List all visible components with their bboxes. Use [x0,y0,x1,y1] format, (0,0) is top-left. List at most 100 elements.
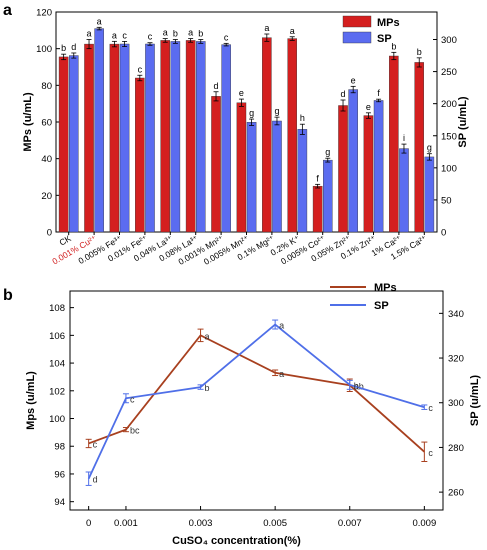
significance-letter: d [71,42,76,52]
significance-letter: g [274,106,279,116]
panel-b-label: b [3,287,13,304]
bar-sp [68,55,79,233]
bar-mps [211,96,221,233]
legend-label: MPs [377,17,400,29]
bar-sp [297,129,308,233]
y-tick-label: 96 [54,469,65,480]
significance-letter: b [417,47,422,57]
y-tick-label: 100 [36,44,52,55]
y-right-tick-label: 150 [441,131,457,142]
bar-sp [221,44,231,233]
bar-mps [58,56,69,233]
bar-mps [262,37,272,233]
significance-letter: e [239,88,244,98]
significance-letter: c [428,448,433,458]
y-tick-label: 120 [36,8,52,19]
y-right-tick-label: 260 [448,488,464,499]
bar-sp [119,43,130,233]
y-tick-label: 102 [49,386,65,397]
x-tick-label: 0.003 [189,518,213,529]
significance-letter: b [198,29,203,39]
series-line-mps [88,334,425,453]
y-right-tick-label: 250 [441,67,457,78]
significance-letter: a [188,28,193,38]
x-tick-label: 0.005 [263,518,287,529]
y-right-tick-label: 300 [441,35,457,46]
significance-letter: b [205,383,210,393]
series-line-sp [87,323,425,480]
legend-label: SP [374,300,389,312]
significance-letter: b [391,41,396,51]
x-tick-label: 0.007 [338,518,362,529]
significance-letter: c [428,403,433,413]
legend-label: MPs [374,282,397,294]
bar-mps [312,185,323,233]
y-right-tick-label: 50 [441,195,452,206]
bar-sp [195,41,206,233]
y-tick-label: 106 [49,331,65,342]
significance-letter: c [93,439,98,449]
y-tick-label: 100 [49,414,65,425]
bar-sp [323,159,333,233]
y-right-axis-title: SP (u/mL) [457,96,469,147]
significance-letter: a [279,369,284,379]
y-tick-label: 104 [49,359,65,370]
significance-letter: b [354,381,359,391]
significance-letter: a [279,321,284,331]
significance-letter: c [224,32,229,42]
panel-a-label: a [3,2,12,19]
significance-letter: b [61,43,66,53]
y-tick-label: 40 [41,154,52,165]
bar-mps [414,62,425,233]
bar-sp [246,122,257,233]
y-tick-label: 98 [54,442,65,453]
significance-letter: a [112,30,117,40]
significance-letter: d [341,89,346,99]
bar-sp [94,28,104,233]
significance-letter: c [138,64,143,74]
significance-letter: d [214,81,219,91]
legend-swatch-mps [342,15,372,28]
significance-letter: c [130,394,135,404]
x-tick-label: 0 [86,518,91,529]
x-axis-title: CuSO₄ concentration(%) [172,535,301,547]
significance-letter: a [205,331,210,341]
significance-letter: e [366,102,371,112]
bar-sp [145,43,155,233]
y-tick-label: 20 [41,191,52,202]
significance-letter: c [122,30,127,40]
y-right-axis-title: SP (u/mL) [469,375,481,426]
significance-letter: a [97,16,102,26]
significance-letter: g [325,147,330,157]
y-right-tick-label: 300 [448,398,464,409]
y-right-tick-label: 280 [448,443,464,454]
x-tick-label: 0.009 [412,518,436,529]
significance-letter: ab [354,381,364,391]
bar-sp [272,120,282,233]
y-tick-label: 80 [41,81,52,92]
y-right-tick-label: 0 [441,228,446,239]
y-tick-label: 94 [54,497,65,508]
bar-sp [424,156,435,233]
bar-sp [373,100,384,233]
significance-letter: f [377,88,380,98]
significance-letter: a [163,28,168,38]
bar-mps [109,43,120,233]
y-right-tick-label: 200 [441,99,457,110]
significance-letter: c [148,32,153,42]
y-right-tick-label: 340 [448,309,464,320]
bar-mps [84,43,94,233]
significance-letter: g [427,143,432,153]
bar-mps [185,40,196,233]
bar-mps [160,40,171,233]
significance-letter: g [249,108,254,118]
y-right-tick-label: 320 [448,354,464,365]
chart-a: 0 20 40 60 80 100 120 0 50 100 150 200 250 300 MPs (u/… [22,8,469,267]
legend-swatch-sp [342,31,372,44]
y-tick-label: 0 [47,228,52,239]
chart-b: 94 96 98 100 102 104 106 108 260 280 300 320 340 0 0.0… [25,282,481,547]
bar-sp [170,41,181,233]
bar-mps [135,77,145,233]
significance-letter: a [290,26,295,36]
y-right-tick-label: 100 [441,163,457,174]
